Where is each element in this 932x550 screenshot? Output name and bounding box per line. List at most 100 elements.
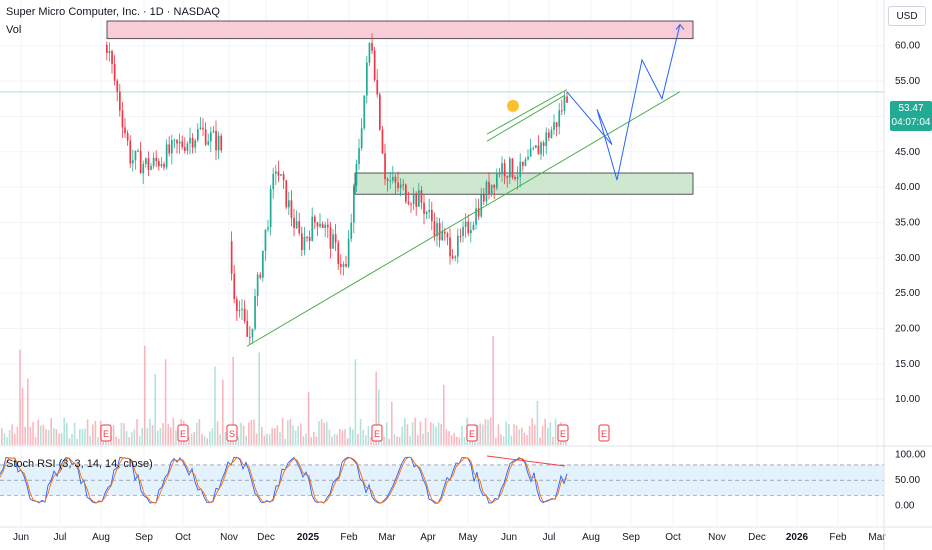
volume-bar xyxy=(547,427,549,445)
volume-bar xyxy=(367,426,370,445)
stoch-rsi-label: Stoch RSI (3, 3, 14, 14, close) xyxy=(6,458,153,470)
volume-bar xyxy=(237,436,240,445)
volume-bar xyxy=(201,434,203,445)
volume-bar xyxy=(136,419,138,445)
candle-body xyxy=(230,241,233,274)
candle-body xyxy=(524,159,527,166)
candle-body xyxy=(386,179,389,181)
candle-body xyxy=(327,224,329,228)
candle-body xyxy=(116,80,119,92)
volume-bar xyxy=(66,422,68,445)
x-tick-label: Apr xyxy=(420,532,436,543)
volume-bar xyxy=(154,374,156,445)
candle-body xyxy=(425,211,428,214)
volume-bar xyxy=(50,417,52,445)
volume-bar xyxy=(313,431,315,445)
rsi-divergence-line xyxy=(486,455,566,467)
candle-body xyxy=(264,229,267,251)
volume-bar xyxy=(206,438,208,445)
candle-body xyxy=(139,150,142,174)
event-marker-label: E xyxy=(180,429,186,439)
volume-bar xyxy=(414,417,416,445)
candle-body xyxy=(506,176,509,178)
volume-bar xyxy=(518,429,520,445)
volume-bar xyxy=(216,421,219,445)
candle-body xyxy=(542,142,545,146)
volume-bar xyxy=(388,438,390,445)
last-price-value: 53.47 xyxy=(898,103,924,114)
candle-body xyxy=(282,174,285,181)
candle-body xyxy=(501,163,503,175)
candle-body xyxy=(407,201,410,204)
candle-body xyxy=(423,202,425,214)
volume-bar xyxy=(554,418,557,445)
candle-body xyxy=(540,142,542,155)
earnings-event-marker xyxy=(226,424,238,442)
candle-body xyxy=(441,231,444,241)
volume-bar xyxy=(323,422,325,445)
x-tick-label: Nov xyxy=(220,532,238,543)
volume-bar xyxy=(271,428,273,445)
candle-body xyxy=(371,43,373,51)
x-tick-label: Mar xyxy=(378,532,396,543)
candle-body xyxy=(392,176,394,181)
earnings-event-marker xyxy=(466,424,478,442)
candle-body xyxy=(483,194,485,202)
volume-bar xyxy=(528,425,531,445)
candle-body xyxy=(142,163,145,174)
volume-bar xyxy=(289,418,292,445)
candle-body xyxy=(535,145,537,148)
candle-body xyxy=(532,147,535,149)
candle-body xyxy=(202,127,204,130)
volume-bar xyxy=(261,427,263,445)
candles xyxy=(106,33,568,345)
candle-body xyxy=(358,148,360,165)
chart-grid xyxy=(0,0,884,525)
volume-bar xyxy=(419,421,422,445)
candle-body xyxy=(527,156,529,160)
volume-bar xyxy=(94,420,97,445)
event-marker-label: E xyxy=(469,429,475,439)
candle-body xyxy=(324,224,327,229)
event-marker-label: E xyxy=(374,429,380,439)
x-tick-label: 2025 xyxy=(297,532,320,543)
volume-bar xyxy=(487,419,489,445)
candle-body xyxy=(397,182,399,189)
candle-body xyxy=(160,163,163,167)
earnings-event-marker xyxy=(598,424,610,442)
volume-bar xyxy=(63,417,65,445)
candle-body xyxy=(321,223,324,229)
earnings-event-marker xyxy=(557,424,569,442)
volume-bar xyxy=(409,436,411,445)
volume-bar xyxy=(128,437,130,445)
volume-bar xyxy=(336,434,338,445)
candle-body xyxy=(454,256,457,259)
volume-bar xyxy=(385,422,388,445)
candle-body xyxy=(412,193,415,205)
candle-body xyxy=(165,144,168,168)
volume-bar xyxy=(422,433,424,445)
candle-body xyxy=(405,184,407,202)
candle-body xyxy=(194,140,197,148)
candle-body xyxy=(189,137,191,144)
event-marker-label: E xyxy=(560,429,566,439)
projection-arrowhead xyxy=(675,23,685,30)
candle-body xyxy=(241,308,243,310)
candle-body xyxy=(199,127,202,130)
candle-body xyxy=(186,143,189,151)
volume-bars xyxy=(1,335,567,445)
candle-body xyxy=(254,295,256,329)
y-tick-label: 55.00 xyxy=(895,76,920,87)
candle-body xyxy=(451,256,454,259)
x-tick-label: Oct xyxy=(175,532,191,543)
candle-body xyxy=(498,172,501,175)
candle-body xyxy=(410,203,412,205)
volume-bar xyxy=(253,419,255,445)
candle-body xyxy=(181,141,184,148)
volume-bar xyxy=(112,425,115,445)
currency-button[interactable]: USD xyxy=(888,6,926,26)
volume-bar xyxy=(552,436,554,445)
volume-bar xyxy=(76,438,78,445)
